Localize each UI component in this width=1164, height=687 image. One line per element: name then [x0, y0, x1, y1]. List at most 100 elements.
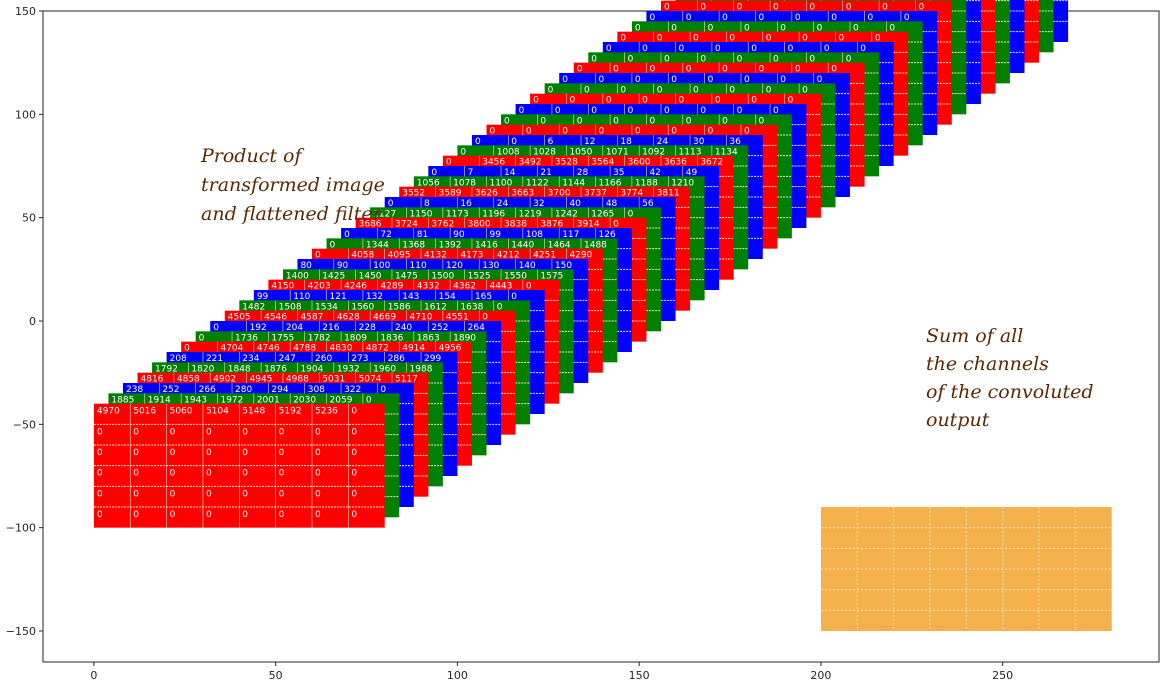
channel-cell-value: 150: [555, 261, 572, 271]
channel-cell-value: 0: [526, 282, 532, 292]
channel-cell-value: 192: [250, 323, 267, 333]
channel-cell-value: 4956: [439, 344, 462, 354]
front-cell-value: 0: [97, 427, 103, 437]
channel-cell-value: 0: [569, 96, 575, 106]
channel-cell-value: 0: [773, 54, 779, 64]
channel-cell-value: 1586: [388, 302, 411, 312]
front-cell-value: 0: [97, 448, 103, 458]
channel-cell-value: 0: [737, 3, 743, 13]
channel-cell-value: 5060: [170, 407, 193, 417]
channel-cell-value: 0: [548, 85, 554, 95]
front-cell-value: 0: [315, 469, 321, 479]
y-tick-label: −150: [6, 625, 36, 638]
channel-cell-value: 0: [606, 96, 612, 106]
channel-cell-value: 4858: [177, 375, 200, 385]
channel-cell-value: 252: [162, 385, 179, 395]
channel-cell-value: 294: [271, 385, 288, 395]
channel-cell-value: 0: [591, 54, 597, 64]
channel-cell-value: 0: [882, 3, 888, 13]
channel-cell-value: 0: [591, 106, 597, 116]
channel-cell-value: 1050: [569, 147, 592, 157]
channel-cell-value: 0: [184, 344, 190, 354]
front-cell-value: 0: [206, 510, 212, 520]
front-cell-value: 0: [351, 427, 357, 437]
channel-cell-value: 0: [766, 85, 772, 95]
channel-cell-value: 1144: [562, 178, 585, 188]
channel-cell-value: 4251: [533, 251, 556, 261]
channel-cell-value: 0: [788, 96, 794, 106]
channel-cell-value: 1475: [395, 271, 418, 281]
y-tick-label: −100: [6, 522, 36, 535]
x-tick-label: 0: [90, 669, 97, 682]
channel-cell-value: 3838: [504, 220, 527, 230]
channel-cell-value: 140: [519, 261, 536, 271]
sum-annotation-line-2: the channels: [926, 353, 1049, 375]
channel-cell-value: 1500: [431, 271, 454, 281]
channel-cell-value: 2059: [330, 395, 353, 405]
channel-cell-value: 1210: [671, 178, 694, 188]
channel-cell-value: 3672: [700, 158, 723, 168]
front-cell-value: 0: [170, 469, 176, 479]
front-cell-value: 0: [97, 510, 103, 520]
channel-cell-value: 0: [904, 13, 910, 23]
channel-cell-value: 0: [722, 65, 728, 75]
channel-cell-value: 126: [599, 230, 616, 240]
channel-cell-value: 108: [526, 230, 543, 240]
channel-cell-value: 4970: [97, 407, 120, 417]
channel-cell-value: 3876: [540, 220, 563, 230]
channel-cell-value: 1416: [475, 240, 498, 250]
channel-cell-value: 110: [293, 292, 310, 302]
channel-cell-value: 1836: [380, 333, 403, 343]
channel-cell-value: 24: [497, 199, 509, 209]
channel-cell-value: 5117: [395, 375, 418, 385]
channel-cell-value: 0: [795, 13, 801, 23]
channel-cell-value: 4669: [373, 313, 396, 323]
channel-cell-value: 0: [780, 75, 786, 85]
channel-cell-value: 4628: [337, 313, 360, 323]
front-cell-value: 0: [133, 427, 139, 437]
channel-cell-value: 4788: [293, 344, 316, 354]
channel-cell-value: 0: [628, 54, 634, 64]
channel-cell-value: 247: [279, 354, 296, 364]
channel-cell-value: 1166: [599, 178, 622, 188]
channel-cell-value: 5236: [315, 407, 338, 417]
channel-cell-value: 0: [635, 127, 641, 137]
channel-cell-value: 48: [606, 199, 618, 209]
channel-cell-value: 0: [846, 3, 852, 13]
channel-cell-value: 0: [751, 96, 757, 106]
channel-cell-value: 4212: [497, 251, 520, 261]
channel-cell-value: 0: [599, 127, 605, 137]
channel-cell-value: 260: [315, 354, 332, 364]
channel-cell-value: 0: [475, 137, 481, 147]
front-cell-value: 0: [206, 427, 212, 437]
channel-cell-value: 5192: [279, 407, 302, 417]
channel-cell-value: 110: [410, 261, 427, 271]
channel-cell-value: 1196: [482, 209, 505, 219]
channel-cell-value: 264: [468, 323, 485, 333]
channel-cell-value: 0: [628, 209, 634, 219]
channel-cell-value: 3914: [577, 220, 600, 230]
channel-cell-value: 0: [686, 65, 692, 75]
channel-cell-value: 234: [242, 354, 259, 364]
product-annotation: Product of transformed image and flatten…: [200, 145, 391, 225]
channel-cell-value: 0: [366, 395, 372, 405]
channel-cell-value: 24: [657, 137, 669, 147]
channel-cell-value: 1904: [300, 364, 323, 374]
channel-cell-value: 0: [780, 23, 786, 33]
sum-annotation-line-1: Sum of all: [926, 325, 1023, 347]
channel-cell-value: 1368: [402, 240, 425, 250]
channel-cell-value: 0: [758, 13, 764, 23]
channel-cell-value: 0: [758, 116, 764, 126]
channel-cell-value: 4290: [569, 251, 592, 261]
channel-cell-value: 0: [737, 106, 743, 116]
channel-cell-value: 3737: [584, 189, 607, 199]
channel-cell-value: 0: [489, 127, 495, 137]
channel-cell-value: 0: [519, 106, 525, 116]
channel-cell-value: 0: [708, 127, 714, 137]
channel-cell-value: 0: [918, 3, 924, 13]
x-tick-label: 200: [810, 669, 831, 682]
front-cell-value: 0: [206, 448, 212, 458]
channel-cell-value: 49: [686, 168, 698, 178]
channel-cell-value: 0: [620, 85, 626, 95]
channel-cell-value: 4289: [380, 282, 403, 292]
